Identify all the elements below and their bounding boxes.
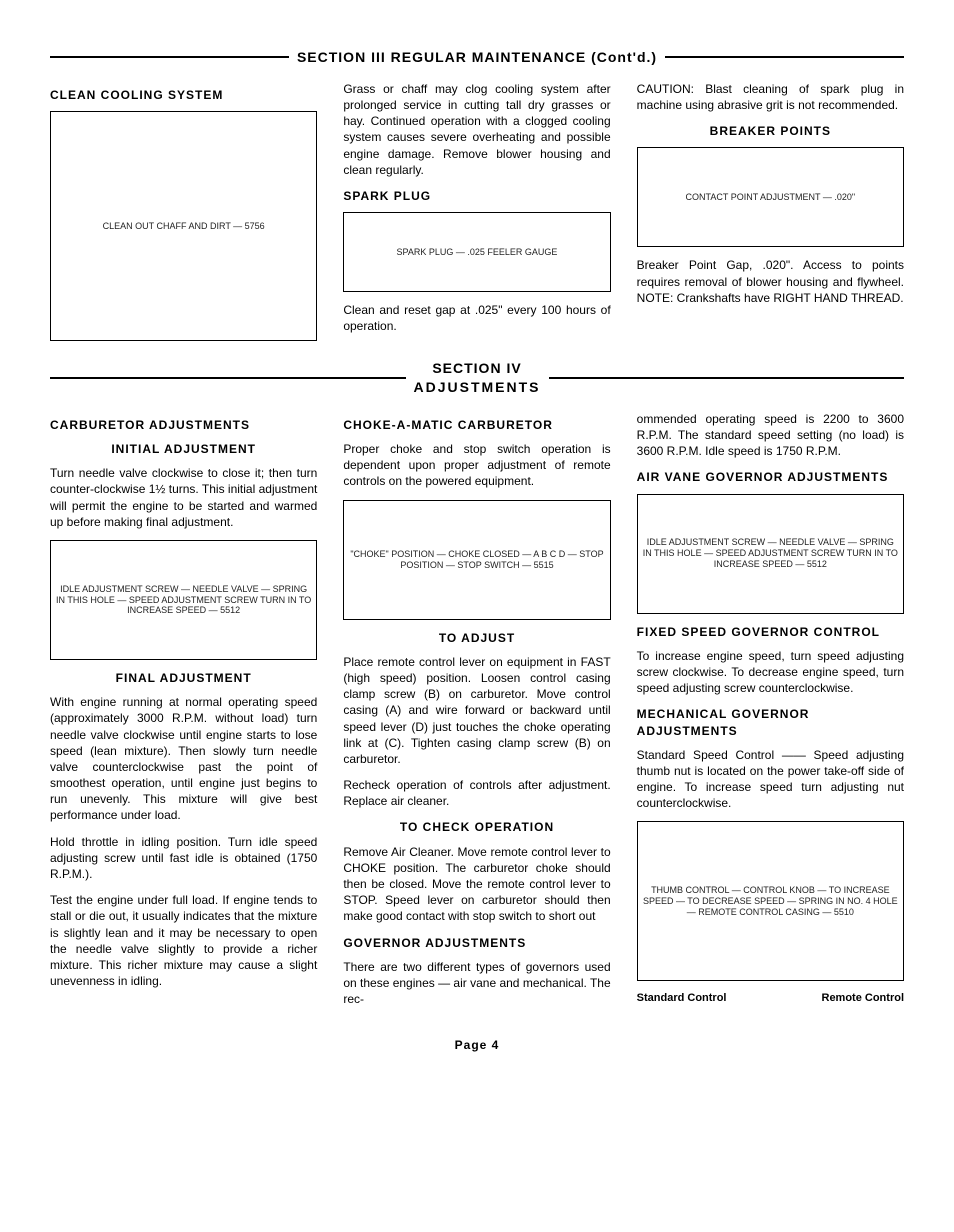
- section3-col2: Grass or chaff may clog cooling system a…: [343, 81, 610, 351]
- para-grass: Grass or chaff may clog cooling system a…: [343, 81, 610, 178]
- heading-initial-adjust: INITIAL ADJUSTMENT: [50, 441, 317, 457]
- mech-gov-captions: Standard Control Remote Control: [637, 991, 904, 1006]
- figure-spark-label: SPARK PLUG — .025 FEELER GAUGE: [393, 243, 562, 262]
- section4-title-line1: SECTION IV: [432, 360, 521, 376]
- para-rpm: ommended operating speed is 2200 to 3600…: [637, 411, 904, 460]
- page-number: Page 4: [50, 1037, 904, 1053]
- figure-cooling-system: CLEAN OUT CHAFF AND DIRT — 5756: [50, 111, 317, 341]
- heading-clean-cooling: CLEAN COOLING SYSTEM: [50, 87, 317, 103]
- para-breaker: Breaker Point Gap, .020". Access to poin…: [637, 257, 904, 306]
- figure-spark-plug: SPARK PLUG — .025 FEELER GAUGE: [343, 212, 610, 292]
- section3-columns: CLEAN COOLING SYSTEM CLEAN OUT CHAFF AND…: [50, 81, 904, 351]
- para-fixed: To increase engine speed, turn speed adj…: [637, 648, 904, 697]
- figure-cooling-label: CLEAN OUT CHAFF AND DIRT — 5756: [99, 217, 269, 236]
- para-check: Remove Air Cleaner. Move remote control …: [343, 844, 610, 925]
- section4-title: SECTION IV ADJUSTMENTS: [406, 359, 549, 397]
- para-mech: Standard Speed Control —— Speed adjustin…: [637, 747, 904, 812]
- rule-line: [50, 377, 406, 379]
- section3-header: SECTION III REGULAR MAINTENANCE (Cont'd.…: [50, 48, 904, 67]
- para-final2: Hold throttle in idling position. Turn i…: [50, 834, 317, 883]
- section4-col3: ommended operating speed is 2200 to 3600…: [637, 411, 904, 1018]
- section4-col2: CHOKE-A-MATIC CARBURETOR Proper choke an…: [343, 411, 610, 1018]
- caption-standard: Standard Control: [637, 991, 727, 1006]
- rule-line: [50, 56, 289, 58]
- figure-carb-label: IDLE ADJUSTMENT SCREW — NEEDLE VALVE — S…: [51, 580, 316, 620]
- rule-line: [549, 377, 905, 379]
- heading-mech-gov: MECHANICAL GOVERNOR ADJUSTMENTS: [637, 706, 904, 738]
- heading-breaker-points: BREAKER POINTS: [637, 123, 904, 139]
- heading-gov-adjust: GOVERNOR ADJUSTMENTS: [343, 935, 610, 951]
- heading-choke: CHOKE-A-MATIC CARBURETOR: [343, 417, 610, 433]
- figure-carb-adjust: IDLE ADJUSTMENT SCREW — NEEDLE VALVE — S…: [50, 540, 317, 660]
- figure-mech-label: THUMB CONTROL — CONTROL KNOB — TO INCREA…: [638, 881, 903, 921]
- heading-spark-plug: SPARK PLUG: [343, 188, 610, 204]
- para-choke: Proper choke and stop switch operation i…: [343, 441, 610, 490]
- section4-col1: CARBURETOR ADJUSTMENTS INITIAL ADJUSTMEN…: [50, 411, 317, 1018]
- figure-breaker-points: CONTACT POINT ADJUSTMENT — .020": [637, 147, 904, 247]
- heading-fixed-speed: FIXED SPEED GOVERNOR CONTROL: [637, 624, 904, 640]
- heading-to-adjust: TO ADJUST: [343, 630, 610, 646]
- figure-airvane: IDLE ADJUSTMENT SCREW — NEEDLE VALVE — S…: [637, 494, 904, 614]
- section4-header: SECTION IV ADJUSTMENTS: [50, 359, 904, 397]
- figure-airvane-label: IDLE ADJUSTMENT SCREW — NEEDLE VALVE — S…: [638, 533, 903, 573]
- section3-col1: CLEAN COOLING SYSTEM CLEAN OUT CHAFF AND…: [50, 81, 317, 351]
- section3-title: SECTION III REGULAR MAINTENANCE (Cont'd.…: [289, 48, 665, 67]
- para-final3: Test the engine under full load. If engi…: [50, 892, 317, 989]
- heading-final-adjust: FINAL ADJUSTMENT: [50, 670, 317, 686]
- figure-choke-label: "CHOKE" POSITION — CHOKE CLOSED — A B C …: [344, 545, 609, 575]
- para-final1: With engine running at normal operating …: [50, 694, 317, 824]
- heading-airvane: AIR VANE GOVERNOR ADJUSTMENTS: [637, 469, 904, 485]
- para-toadj2: Recheck operation of controls after adju…: [343, 777, 610, 809]
- rule-line: [665, 56, 904, 58]
- caption-remote: Remote Control: [822, 991, 905, 1006]
- figure-mech-gov: THUMB CONTROL — CONTROL KNOB — TO INCREA…: [637, 821, 904, 981]
- section3-col3: CAUTION: Blast cleaning of spark plug in…: [637, 81, 904, 351]
- figure-choke: "CHOKE" POSITION — CHOKE CLOSED — A B C …: [343, 500, 610, 620]
- para-toadj1: Place remote control lever on equipment …: [343, 654, 610, 767]
- section4-title-line2: ADJUSTMENTS: [414, 378, 541, 397]
- para-caution: CAUTION: Blast cleaning of spark plug in…: [637, 81, 904, 113]
- para-initial: Turn needle valve clockwise to close it;…: [50, 465, 317, 530]
- figure-breaker-label: CONTACT POINT ADJUSTMENT — .020": [682, 188, 860, 207]
- section4-columns: CARBURETOR ADJUSTMENTS INITIAL ADJUSTMEN…: [50, 411, 904, 1018]
- heading-check-op: TO CHECK OPERATION: [343, 819, 610, 835]
- heading-carb-adjust: CARBURETOR ADJUSTMENTS: [50, 417, 317, 433]
- para-gov: There are two different types of governo…: [343, 959, 610, 1008]
- para-spark: Clean and reset gap at .025" every 100 h…: [343, 302, 610, 334]
